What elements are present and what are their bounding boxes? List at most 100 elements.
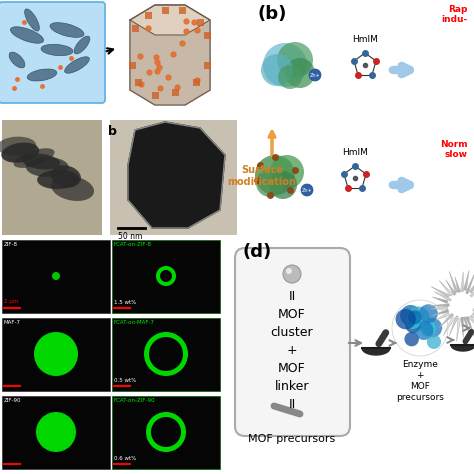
FancyBboxPatch shape — [2, 120, 102, 235]
Circle shape — [285, 58, 315, 88]
Polygon shape — [430, 306, 448, 309]
Circle shape — [405, 318, 421, 333]
Circle shape — [277, 42, 313, 78]
Text: 50 nm: 50 nm — [118, 232, 142, 241]
Text: MOF precursors: MOF precursors — [248, 434, 336, 444]
Circle shape — [301, 184, 313, 196]
Text: FCAT-on-MAF-7: FCAT-on-MAF-7 — [114, 320, 155, 325]
Polygon shape — [446, 280, 456, 295]
Polygon shape — [455, 277, 461, 292]
Bar — [135, 79, 142, 86]
Polygon shape — [456, 319, 461, 342]
Circle shape — [261, 54, 293, 86]
Polygon shape — [130, 20, 155, 105]
Circle shape — [255, 155, 295, 195]
FancyBboxPatch shape — [235, 248, 350, 436]
Circle shape — [395, 309, 416, 329]
Polygon shape — [461, 272, 464, 292]
Polygon shape — [432, 297, 448, 303]
Circle shape — [414, 321, 433, 340]
Text: HmIM: HmIM — [342, 148, 368, 157]
Bar — [179, 7, 186, 14]
Polygon shape — [434, 292, 451, 301]
Polygon shape — [431, 286, 450, 298]
Circle shape — [419, 304, 438, 323]
Polygon shape — [466, 316, 474, 339]
Circle shape — [309, 69, 321, 81]
Circle shape — [408, 310, 422, 324]
Polygon shape — [451, 345, 474, 351]
Text: 1.5 wt%: 1.5 wt% — [114, 300, 136, 305]
Circle shape — [392, 300, 448, 356]
Polygon shape — [469, 316, 474, 329]
Polygon shape — [431, 310, 449, 316]
Circle shape — [36, 412, 76, 452]
Text: FCAT-on-ZIF-90: FCAT-on-ZIF-90 — [114, 398, 155, 403]
FancyBboxPatch shape — [2, 240, 110, 313]
Bar — [132, 25, 139, 32]
Polygon shape — [449, 271, 458, 293]
Polygon shape — [428, 304, 449, 306]
Ellipse shape — [51, 176, 94, 201]
Polygon shape — [185, 20, 210, 105]
Polygon shape — [473, 311, 474, 324]
Polygon shape — [464, 270, 469, 291]
FancyBboxPatch shape — [112, 396, 220, 469]
Ellipse shape — [25, 9, 39, 31]
Text: Zn+: Zn+ — [310, 73, 320, 78]
Polygon shape — [465, 270, 474, 294]
Circle shape — [286, 268, 292, 274]
Text: Enzyme
+
MOF
precursors: Enzyme + MOF precursors — [396, 360, 444, 402]
Text: 2 μm: 2 μm — [4, 299, 18, 304]
Ellipse shape — [9, 52, 25, 68]
Polygon shape — [473, 309, 474, 321]
Ellipse shape — [41, 45, 73, 55]
Circle shape — [404, 332, 419, 346]
Text: Rap
indu-: Rap indu- — [442, 5, 468, 24]
Polygon shape — [130, 55, 210, 100]
Text: Norm
slow: Norm slow — [440, 140, 468, 159]
Ellipse shape — [22, 154, 60, 170]
Circle shape — [283, 265, 301, 283]
Text: (d): (d) — [243, 243, 272, 261]
Polygon shape — [449, 316, 458, 336]
Ellipse shape — [27, 69, 57, 81]
Polygon shape — [471, 314, 474, 330]
Circle shape — [263, 43, 307, 87]
Ellipse shape — [50, 23, 84, 37]
Circle shape — [427, 335, 441, 349]
Polygon shape — [130, 5, 210, 105]
FancyBboxPatch shape — [0, 2, 105, 103]
Polygon shape — [461, 317, 463, 338]
Polygon shape — [128, 122, 225, 228]
Circle shape — [34, 332, 78, 376]
Ellipse shape — [51, 165, 81, 188]
Circle shape — [400, 305, 421, 326]
Text: Surface
modification: Surface modification — [228, 165, 296, 187]
Circle shape — [256, 169, 284, 197]
Text: HmIM: HmIM — [352, 35, 378, 44]
Polygon shape — [443, 317, 455, 336]
Polygon shape — [439, 281, 453, 296]
Circle shape — [407, 307, 429, 329]
Ellipse shape — [14, 148, 55, 168]
Circle shape — [405, 314, 420, 329]
Polygon shape — [470, 283, 474, 297]
Text: b: b — [108, 125, 117, 138]
Circle shape — [423, 318, 442, 337]
Bar — [129, 62, 136, 69]
Bar — [204, 32, 211, 39]
Polygon shape — [130, 5, 210, 35]
Polygon shape — [436, 312, 450, 320]
Polygon shape — [362, 348, 390, 355]
Text: ZIF-90: ZIF-90 — [4, 398, 21, 403]
Circle shape — [52, 272, 60, 280]
Ellipse shape — [64, 57, 90, 73]
Ellipse shape — [37, 170, 79, 189]
Circle shape — [269, 171, 297, 199]
Ellipse shape — [1, 143, 39, 163]
FancyBboxPatch shape — [2, 396, 110, 469]
Ellipse shape — [0, 137, 36, 155]
Bar — [172, 89, 179, 96]
Polygon shape — [469, 277, 474, 293]
